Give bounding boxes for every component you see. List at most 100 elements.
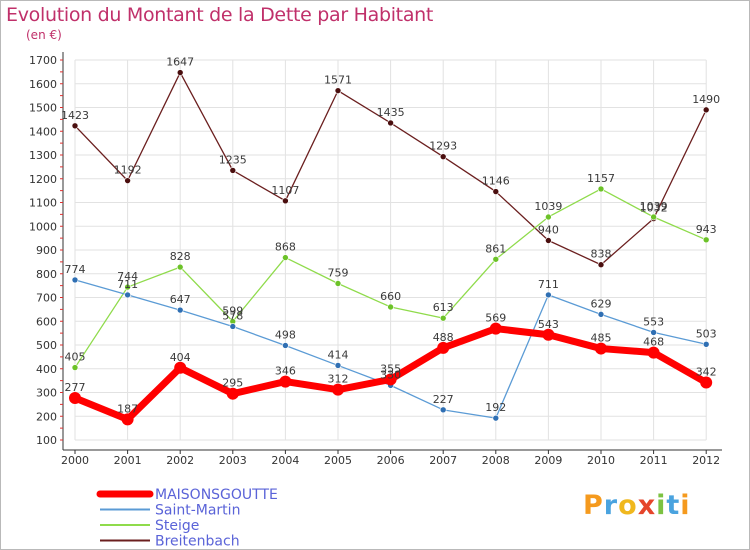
data-label: 838 — [591, 248, 612, 261]
data-label: 613 — [433, 301, 454, 314]
x-tick-label: 2011 — [640, 454, 668, 467]
data-point — [69, 391, 81, 404]
data-point — [71, 122, 79, 130]
y-tick-label: 700 — [36, 292, 57, 305]
data-point — [124, 283, 131, 291]
data-label: 1157 — [587, 172, 615, 185]
y-tick-label: 600 — [36, 315, 57, 328]
data-point — [702, 106, 710, 114]
legend-label: Saint-Martin — [155, 503, 240, 519]
data-label: 277 — [65, 381, 86, 394]
data-label: 868 — [275, 241, 296, 254]
data-point — [545, 291, 552, 299]
data-label: 404 — [170, 351, 191, 364]
y-tick-label: 1600 — [29, 78, 57, 91]
data-point — [384, 373, 397, 386]
data-point — [597, 261, 605, 269]
data-point — [176, 69, 184, 76]
data-label: 1192 — [114, 164, 142, 177]
logo-letter: t — [666, 490, 681, 521]
data-point — [439, 314, 447, 322]
data-point — [489, 322, 502, 335]
y-tick-label: 1100 — [29, 197, 57, 210]
data-label: 187 — [117, 402, 138, 415]
data-label: 346 — [275, 365, 296, 378]
data-label: 1107 — [271, 184, 299, 197]
data-point — [124, 177, 131, 184]
x-tick-label: 2012 — [692, 454, 720, 467]
data-label: 192 — [485, 401, 506, 414]
y-tick-label: 800 — [36, 268, 57, 281]
data-label: 660 — [380, 290, 401, 303]
y-tick-label: 1700 — [29, 54, 57, 67]
data-point — [542, 328, 555, 341]
data-label: 744 — [117, 270, 138, 283]
data-label: 1435 — [377, 106, 405, 119]
x-tick-label: 2009 — [534, 454, 562, 467]
y-tick-label: 900 — [36, 244, 57, 257]
data-point — [700, 376, 713, 389]
proxiti-logo: Proxiti — [583, 490, 691, 521]
x-tick-label: 2004 — [271, 454, 299, 467]
data-point — [176, 263, 184, 271]
data-point — [282, 254, 289, 261]
data-point — [647, 346, 660, 359]
data-point — [121, 413, 134, 426]
data-point — [545, 213, 552, 221]
data-point — [124, 291, 131, 299]
data-label: 342 — [696, 366, 717, 379]
data-point — [71, 276, 79, 284]
logo-letter: i — [680, 490, 691, 521]
data-label: 355 — [380, 362, 401, 375]
data-point — [702, 236, 710, 244]
x-tick-label: 2010 — [587, 454, 615, 467]
data-label: 295 — [222, 377, 243, 390]
data-label: 553 — [643, 315, 664, 328]
data-label: 498 — [275, 328, 296, 341]
data-point — [174, 361, 187, 374]
data-label: 1039 — [534, 200, 562, 213]
y-tick-label: 1000 — [29, 220, 57, 233]
data-label: 1039 — [640, 200, 668, 213]
data-label: 1647 — [166, 56, 194, 69]
y-tick-label: 400 — [36, 363, 57, 376]
data-label: 503 — [696, 327, 717, 340]
data-point — [332, 383, 344, 396]
data-point — [334, 87, 342, 94]
y-tick-label: 1200 — [29, 173, 57, 186]
legend-label: MAISONSGOUTTE — [155, 487, 278, 503]
legend-label: Breitenbach — [155, 534, 240, 550]
data-point — [492, 255, 500, 263]
data-label: 488 — [433, 331, 454, 344]
logo-letter: o — [618, 490, 638, 521]
data-label: 828 — [170, 250, 191, 263]
data-label: 414 — [328, 348, 349, 361]
data-point — [702, 340, 710, 348]
data-point — [282, 197, 289, 205]
x-tick-label: 2005 — [324, 454, 352, 467]
data-label: 468 — [643, 336, 664, 349]
y-tick-label: 500 — [36, 339, 57, 352]
data-point — [229, 323, 237, 330]
x-tick-label: 2000 — [61, 454, 89, 467]
legend-label: Steige — [155, 518, 199, 534]
y-tick-label: 200 — [36, 410, 57, 423]
y-tick-label: 100 — [36, 434, 57, 447]
data-point — [650, 329, 657, 336]
data-label: 1423 — [61, 109, 89, 122]
data-label: 330 — [380, 368, 401, 381]
x-tick-label: 2002 — [166, 454, 194, 467]
logo-letter: P — [583, 490, 604, 521]
data-point — [650, 213, 657, 221]
data-point — [279, 375, 292, 388]
data-point — [597, 311, 605, 318]
data-point — [387, 303, 394, 311]
logo-letter: i — [656, 490, 667, 521]
x-tick-label: 2006 — [377, 454, 405, 467]
data-label: 647 — [170, 293, 191, 306]
data-point — [334, 280, 342, 287]
data-point — [387, 119, 394, 127]
y-tick-label: 1500 — [29, 102, 57, 115]
data-label: 759 — [328, 266, 349, 279]
